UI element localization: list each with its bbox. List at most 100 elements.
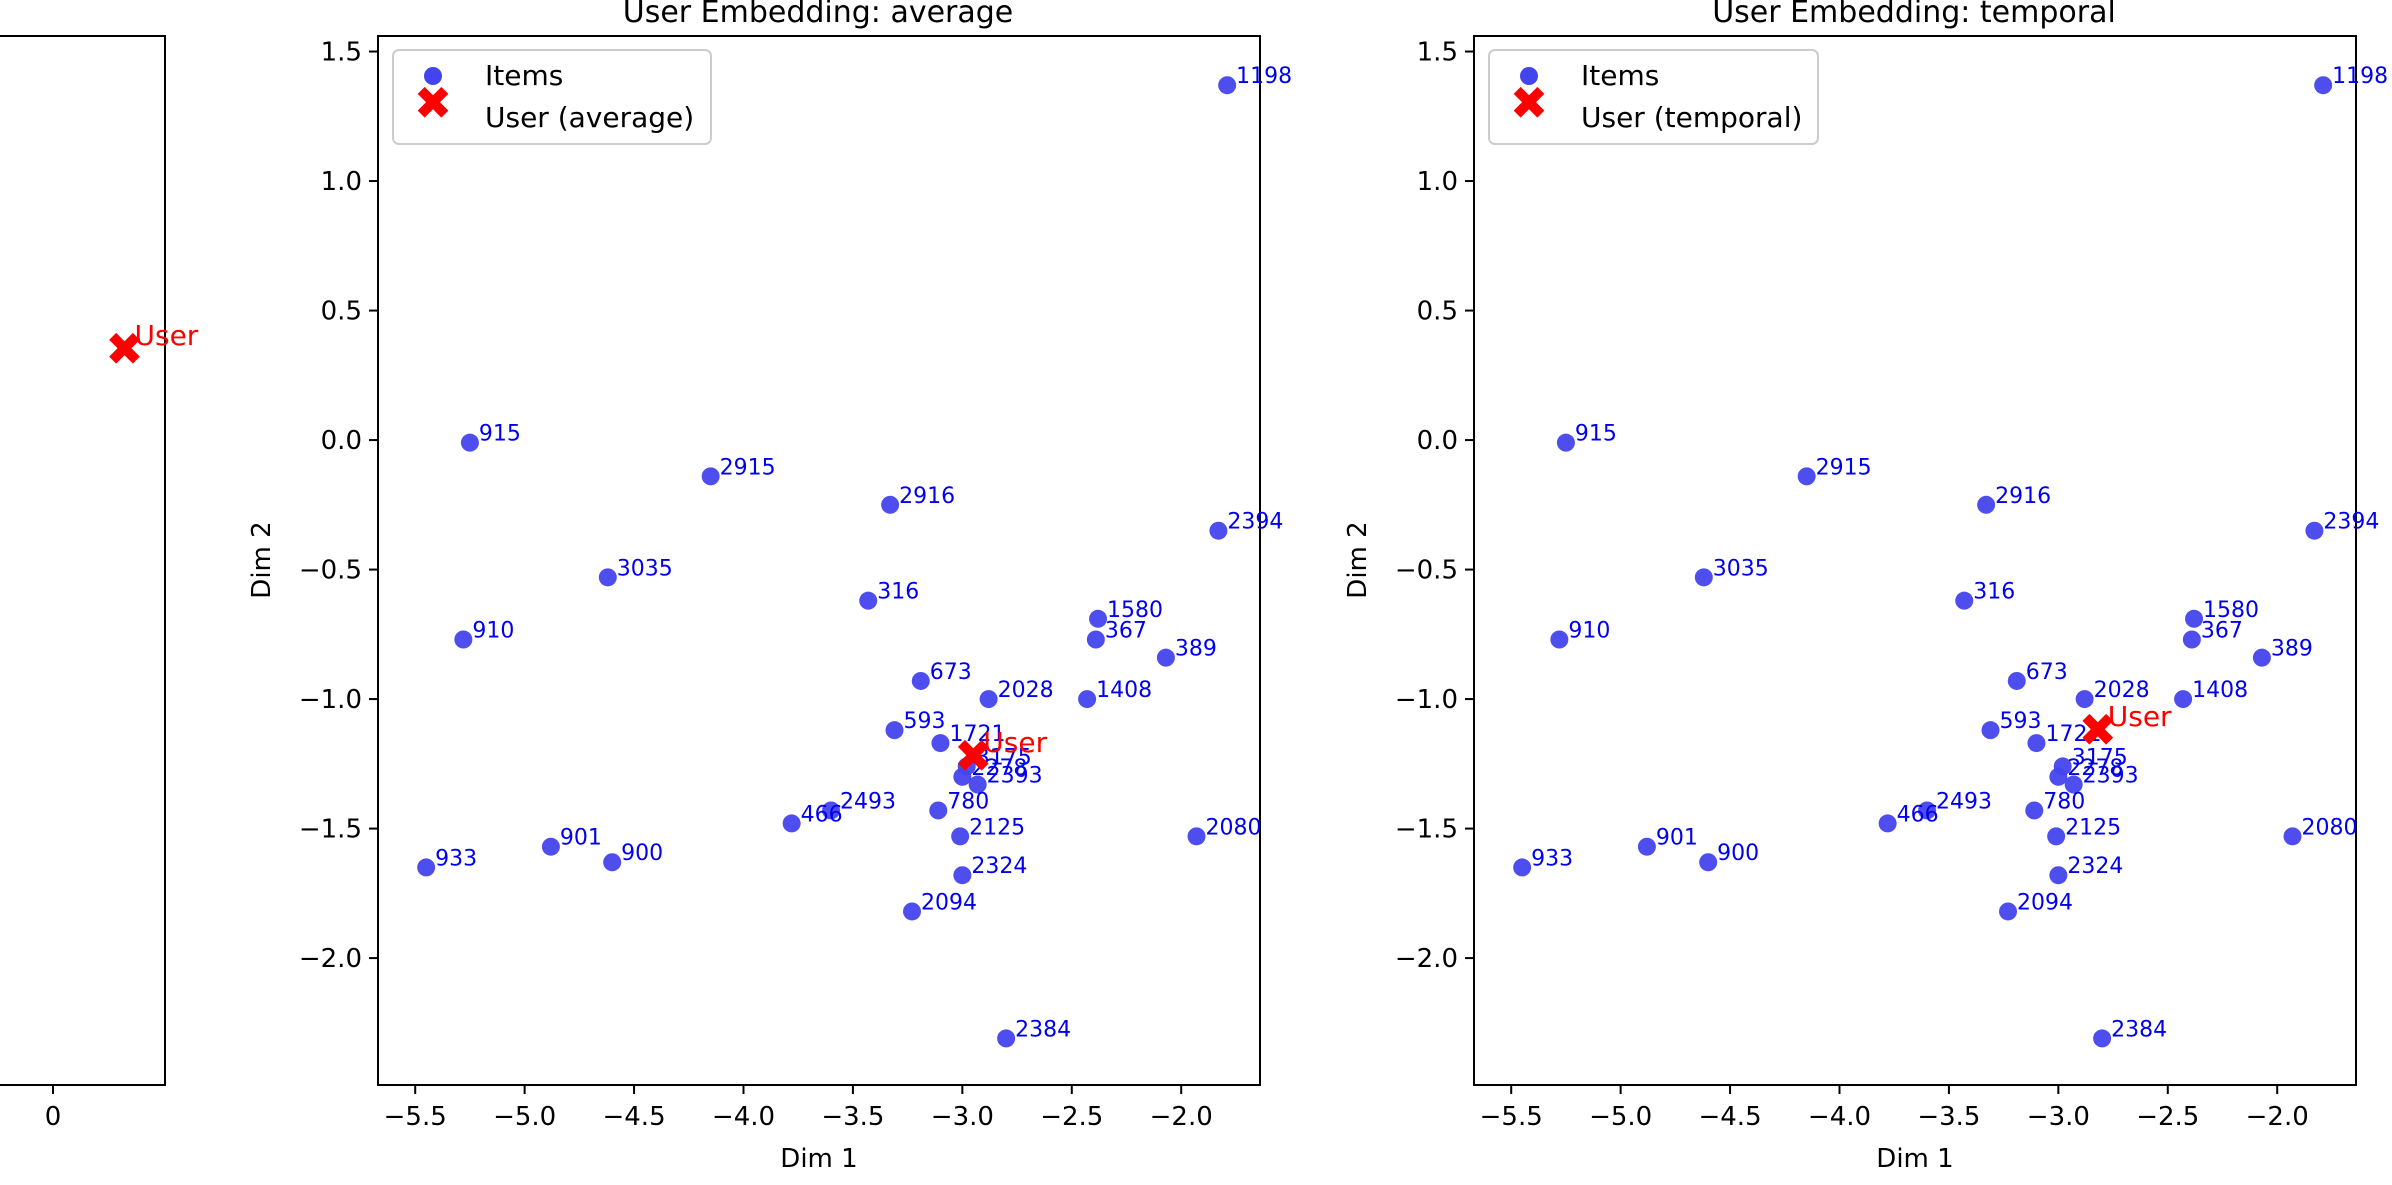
temporal-item-point-3035 <box>1694 568 1713 587</box>
average-item-point-2394 <box>1209 521 1228 540</box>
temporal-item-label-900: 900 <box>1717 841 1759 866</box>
average-item-point-1408 <box>1078 690 1097 709</box>
temporal-item-label-367: 367 <box>2201 618 2243 643</box>
temporal-item-label-2028: 2028 <box>2094 678 2150 703</box>
temporal-item-label-2493: 2493 <box>1936 789 1992 814</box>
temporal-item-label-466: 466 <box>1897 802 1939 827</box>
temporal-ytick-label: 0.5 <box>1417 297 1458 327</box>
temporal-item-point-316 <box>1955 591 1974 610</box>
average-item-point-2915 <box>701 467 720 486</box>
average-item-point-2393 <box>968 775 987 794</box>
average-xtick-label: −2.5 <box>1040 1102 1103 1132</box>
average-item-point-2278 <box>953 767 972 786</box>
average-xtick-label: −3.5 <box>821 1102 884 1132</box>
average-ytick-label: 0.0 <box>321 426 362 456</box>
temporal-item-label-1721: 1721 <box>2045 722 2101 747</box>
average-item-label-2028: 2028 <box>998 678 1054 703</box>
average-item-point-900 <box>603 853 622 872</box>
temporal-item-point-2915 <box>1797 467 1816 486</box>
left-user-label: User <box>135 319 199 352</box>
temporal-item-point-915 <box>1556 433 1575 452</box>
temporal-item-label-3035: 3035 <box>1713 556 1769 581</box>
average-ytick-label: 1.0 <box>321 167 362 197</box>
temporal-item-point-673 <box>2007 671 2026 690</box>
temporal-item-point-933 <box>1513 858 1532 877</box>
average-item-label-389: 389 <box>1175 637 1217 662</box>
average-item-point-673 <box>911 671 930 690</box>
average-item-label-367: 367 <box>1105 618 1147 643</box>
temporal-item-point-910 <box>1550 630 1569 649</box>
average-item-label-2394: 2394 <box>1227 510 1283 535</box>
temporal-item-label-2915: 2915 <box>1816 455 1872 480</box>
left-panel-frame <box>0 35 166 1086</box>
temporal-item-label-1198: 1198 <box>2332 64 2388 89</box>
temporal-item-point-2080 <box>2283 827 2302 846</box>
temporal-legend: Items ✖ User (temporal) <box>1488 49 1819 145</box>
average-item-label-2493: 2493 <box>840 789 896 814</box>
temporal-item-label-910: 910 <box>1568 618 1610 643</box>
temporal-item-label-2393: 2393 <box>2083 764 2139 789</box>
temporal-xtick-label: −2.0 <box>2246 1102 2309 1132</box>
temporal-item-point-900 <box>1699 853 1718 872</box>
average-item-point-2916 <box>881 495 900 514</box>
temporal-ytick-label: 0.0 <box>1417 426 1458 456</box>
temporal-item-point-367 <box>2182 630 2201 649</box>
average-item-point-2384 <box>997 1029 1016 1048</box>
temporal-xtick-label: −4.5 <box>1698 1102 1761 1132</box>
average-ytick-label: −1.0 <box>299 685 362 715</box>
temporal-ytick-label: −0.5 <box>1395 556 1458 586</box>
average-item-label-2125: 2125 <box>969 815 1025 840</box>
temporal-item-label-673: 673 <box>2026 660 2068 685</box>
average-item-label-2080: 2080 <box>1206 815 1262 840</box>
average-legend-items-marker <box>424 67 442 85</box>
temporal-user-label: User <box>2108 700 2172 733</box>
temporal-item-label-915: 915 <box>1575 422 1617 447</box>
temporal-legend-user-marker: ✖ <box>1510 76 1549 130</box>
temporal-item-label-316: 316 <box>1973 580 2015 605</box>
temporal-ytick-label: 1.0 <box>1417 167 1458 197</box>
temporal-item-label-2324: 2324 <box>2067 854 2123 879</box>
temporal-item-label-593: 593 <box>2000 709 2042 734</box>
temporal-item-point-593 <box>1981 721 2000 740</box>
average-item-label-3175: 3175 <box>976 745 1032 770</box>
average-legend-box <box>392 49 712 145</box>
left-partial-panel: 0 ✖User <box>0 35 199 1132</box>
temporal-title: User Embedding: temporal <box>1712 0 2116 30</box>
temporal-legend-user-label: User (temporal) <box>1581 101 1802 134</box>
temporal-item-label-3175: 3175 <box>2072 745 2128 770</box>
average-item-label-915: 915 <box>479 422 521 447</box>
temporal-xtick-label: −3.5 <box>1917 1102 1980 1132</box>
average-user-label: User <box>983 726 1047 759</box>
average-item-label-901: 901 <box>560 826 602 851</box>
average-ytick-label: −2.0 <box>299 944 362 974</box>
average-item-point-389 <box>1156 648 1175 667</box>
temporal-xtick-label: −5.0 <box>1589 1102 1652 1132</box>
average-item-label-2915: 2915 <box>720 455 776 480</box>
average-ytick-label: −0.5 <box>299 556 362 586</box>
average-xtick-label: −3.0 <box>931 1102 994 1132</box>
temporal-item-point-2394 <box>2305 521 2324 540</box>
average-legend-items-label: Items <box>485 59 563 92</box>
average-item-point-1721 <box>931 734 950 753</box>
average-item-label-900: 900 <box>621 841 663 866</box>
average-item-point-1580 <box>1089 609 1108 628</box>
average-plot-frame <box>377 35 1261 1086</box>
average-xtick-label: −4.5 <box>602 1102 665 1132</box>
average-item-label-316: 316 <box>877 580 919 605</box>
average-ylabel: Dim 2 <box>247 521 277 598</box>
average-xtick-label: −5.0 <box>493 1102 556 1132</box>
average-item-label-2393: 2393 <box>987 764 1043 789</box>
temporal-item-label-2080: 2080 <box>2302 815 2358 840</box>
average-xtick-label: −4.0 <box>712 1102 775 1132</box>
average-xtick-label: −2.0 <box>1150 1102 1213 1132</box>
average-item-point-1198 <box>1218 76 1237 95</box>
average-item-label-673: 673 <box>930 660 972 685</box>
temporal-item-label-2394: 2394 <box>2323 510 2379 535</box>
temporal-item-label-389: 389 <box>2271 637 2313 662</box>
temporal-ytick-label: 1.5 <box>1417 38 1458 68</box>
temporal-item-point-466 <box>1878 814 1897 833</box>
temporal-legend-box <box>1488 49 1819 145</box>
temporal-legend-items-label: Items <box>1581 59 1659 92</box>
average-item-point-3035 <box>598 568 617 587</box>
